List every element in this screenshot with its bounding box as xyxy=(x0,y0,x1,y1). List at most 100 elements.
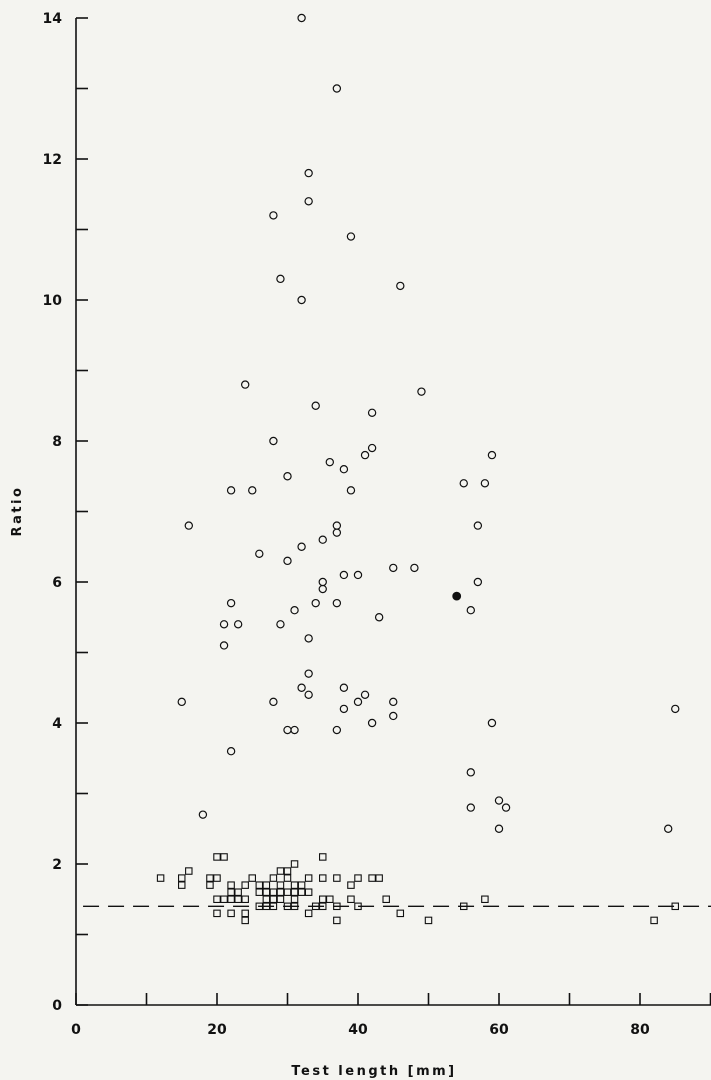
open-square-point xyxy=(220,853,228,861)
open-circle-point xyxy=(346,486,356,495)
axes xyxy=(75,18,711,1006)
open-square-point xyxy=(326,895,334,903)
open-square-point xyxy=(671,902,679,911)
open-square-point xyxy=(234,888,242,896)
open-circle-point xyxy=(269,436,278,446)
open-circle-point xyxy=(339,465,349,474)
open-square-point xyxy=(178,881,186,889)
open-circle-point xyxy=(276,620,285,629)
open-circle-point xyxy=(297,542,306,551)
x-tick-label: 40 xyxy=(348,1022,368,1038)
open-square-point xyxy=(185,867,193,875)
open-circle-point xyxy=(283,556,292,566)
open-circle-point xyxy=(332,598,342,608)
open-square-point xyxy=(255,888,264,896)
open-circle-point xyxy=(226,598,236,608)
open-circle-point xyxy=(304,634,313,643)
open-circle-point xyxy=(304,669,313,678)
open-circle-point xyxy=(276,274,285,284)
open-square-point xyxy=(396,909,405,918)
open-square-point xyxy=(206,881,214,889)
y-tick-label: 10 xyxy=(43,293,63,309)
open-square-point xyxy=(262,888,271,896)
open-square-point xyxy=(368,874,376,882)
open-square-point xyxy=(213,895,221,903)
open-square-point xyxy=(304,888,313,896)
open-square-point xyxy=(206,874,214,882)
open-circle-point xyxy=(233,620,243,629)
open-square-point xyxy=(276,881,285,889)
open-circle-point xyxy=(184,521,193,530)
open-circle-point xyxy=(473,577,483,587)
open-square-point xyxy=(269,902,278,911)
open-square-point xyxy=(248,874,257,882)
open-square-point xyxy=(382,895,390,903)
open-square-point xyxy=(290,888,299,896)
open-circle-point xyxy=(304,690,313,700)
open-circle-point xyxy=(374,613,384,622)
open-square-point xyxy=(262,902,271,911)
open-circle-point xyxy=(219,620,229,629)
open-circle-point xyxy=(339,704,349,714)
ticks: 0 2 4 6 8 10 12 14 0 20 40 60 80 xyxy=(43,11,711,1038)
open-square-point xyxy=(283,874,292,882)
open-square-point xyxy=(178,874,186,882)
open-square-point xyxy=(227,881,235,889)
open-circle-point xyxy=(248,486,257,495)
open-circle-point xyxy=(466,606,475,615)
open-circle-point xyxy=(339,683,349,692)
open-circle-point xyxy=(290,606,299,615)
open-circle-point xyxy=(389,563,398,573)
x-tick-label: 80 xyxy=(630,1022,650,1038)
data-points xyxy=(156,13,680,925)
open-square-point xyxy=(481,895,489,903)
open-circle-point xyxy=(473,521,483,530)
open-square-point xyxy=(424,916,433,925)
open-square-point xyxy=(290,895,299,903)
open-square-point xyxy=(290,902,299,911)
open-circle-point xyxy=(353,697,363,707)
open-square-point xyxy=(318,902,327,911)
open-square-point xyxy=(318,874,327,882)
y-tick-label: 4 xyxy=(52,716,62,732)
open-square-point xyxy=(304,874,313,882)
open-square-point xyxy=(283,888,292,896)
open-circle-point xyxy=(360,690,370,700)
open-square-point xyxy=(213,853,221,861)
y-tick-label: 2 xyxy=(52,857,62,873)
open-circle-point xyxy=(339,570,349,580)
open-circle-point xyxy=(353,570,363,580)
open-circle-point xyxy=(311,401,320,410)
y-tick-label: 14 xyxy=(43,11,63,27)
x-tick-label: 0 xyxy=(71,1022,81,1038)
open-circle-point xyxy=(304,197,313,206)
y-tick-label: 6 xyxy=(52,575,62,591)
open-circle-point xyxy=(297,295,306,305)
open-square-point xyxy=(255,881,264,889)
open-square-point xyxy=(347,895,355,903)
open-circle-point xyxy=(311,598,320,608)
open-circle-point xyxy=(226,747,236,756)
open-circle-point xyxy=(671,704,680,714)
open-circle-point xyxy=(466,768,475,777)
open-circle-point xyxy=(240,380,250,389)
open-circle-point xyxy=(325,457,334,467)
open-circle-point xyxy=(283,725,292,735)
open-square-point xyxy=(269,895,278,903)
open-circle-point xyxy=(417,387,426,396)
y-tick-label: 12 xyxy=(43,152,62,168)
open-circle-point xyxy=(318,577,327,587)
open-square-point xyxy=(333,874,341,882)
open-circle-point xyxy=(283,472,292,481)
open-square-point xyxy=(241,895,249,903)
open-circle-point xyxy=(297,683,306,692)
open-circle-point xyxy=(501,803,511,812)
open-square-point xyxy=(255,902,264,911)
open-square-point xyxy=(241,881,249,889)
open-circle-point xyxy=(332,84,342,93)
open-square-point xyxy=(375,874,383,882)
open-square-point xyxy=(283,867,292,875)
open-square-point xyxy=(220,895,228,903)
open-square-point xyxy=(318,895,327,903)
open-circle-point xyxy=(367,443,377,453)
